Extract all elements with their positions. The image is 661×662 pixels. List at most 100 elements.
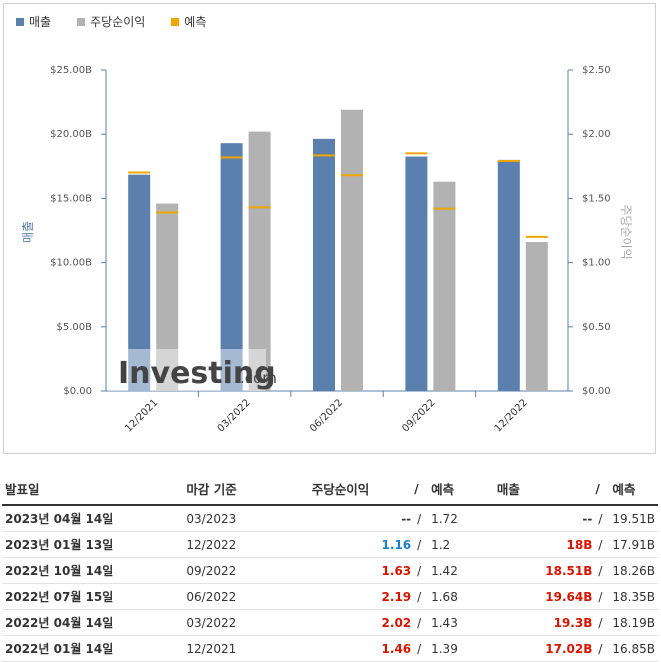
left-tick-label: $10.00B: [50, 258, 92, 269]
right-tick-label: $1.50: [582, 193, 611, 204]
revenue-bar: [220, 143, 243, 391]
table-row[interactable]: 2022년 07월 15일 06/2022 2.19/1.68 19.64B/18.3…: [2, 583, 658, 610]
left-tick-label: $0.00: [63, 386, 92, 397]
eps-bar: [156, 203, 179, 391]
cell-period: 03/2023: [183, 505, 309, 532]
cell-slash: /: [414, 609, 429, 636]
x-tick-label: 03/2022: [216, 397, 253, 434]
right-tick-label: $0.50: [582, 322, 611, 333]
x-tick-label: 06/2022: [308, 397, 345, 434]
legend-item-forecast[interactable]: 예측: [171, 13, 206, 30]
cell-slash: /: [414, 557, 429, 584]
cell-revenue: --: [493, 505, 596, 532]
cell-eps: 1.63: [308, 557, 415, 584]
eps-bar: [248, 131, 271, 391]
cell-eps-forecast: 1.72: [428, 505, 494, 532]
cell-revenue-forecast: 18.26B: [609, 557, 658, 584]
legend-label-forecast: 예측: [184, 15, 207, 29]
cell-date: 2023년 01월 13일: [2, 531, 184, 558]
cell-date: 2022년 07월 15일: [2, 583, 184, 610]
cell-revenue: 17.02B: [493, 635, 596, 662]
right-tick-label: $2.00: [582, 129, 611, 140]
cell-eps-forecast: 1.2: [428, 531, 494, 558]
cell-period: 12/2022: [183, 531, 309, 558]
cell-eps-forecast: 1.43: [428, 609, 494, 636]
cell-date: 2022년 10월 14일: [2, 557, 184, 584]
cell-eps-forecast: 1.39: [428, 635, 494, 662]
header-revenue[interactable]: 매출: [493, 474, 596, 506]
cell-revenue-forecast: 18.19B: [609, 609, 658, 636]
header-revenue-forecast[interactable]: 예측: [609, 474, 658, 506]
watermark-brand: Investing: [118, 356, 276, 391]
x-tick-label: 12/2022: [493, 397, 530, 434]
header-eps-forecast[interactable]: 예측: [428, 474, 494, 506]
header-period[interactable]: 마감 기준: [183, 474, 309, 506]
right-tick-label: $1.00: [582, 258, 611, 269]
table-row[interactable]: 2023년 01월 13일 12/2022 1.16/1.2 18B/17.91B: [2, 531, 658, 558]
cell-date: 2022년 01월 14일: [2, 635, 184, 662]
table-row[interactable]: 2022년 10월 14일 09/2022 1.63/1.42 18.51B/18.2…: [2, 557, 658, 584]
cell-eps-forecast: 1.42: [428, 557, 494, 584]
cell-slash: /: [595, 583, 610, 610]
cell-eps-forecast: 1.68: [428, 583, 494, 610]
cell-slash: /: [414, 505, 429, 532]
legend-item-revenue[interactable]: 매출: [16, 13, 51, 30]
x-tick-label: 09/2022: [400, 397, 437, 434]
cell-date: 2023년 04월 14일: [2, 505, 184, 532]
cell-slash: /: [414, 531, 429, 558]
earnings-table: 발표일 마감 기준 주당순이익 / 예측 매출 / 예측 2023년 04월 1…: [2, 474, 658, 662]
cell-eps: --: [308, 505, 415, 532]
cell-date: 2022년 04월 14일: [2, 609, 184, 636]
legend-label-revenue: 매출: [29, 15, 52, 29]
eps-bar: [341, 109, 363, 391]
table-row[interactable]: 2023년 04월 14일 03/2023 --/1.72 --/19.51B: [2, 505, 658, 532]
right-tick-label: $0.00: [582, 386, 611, 397]
header-slash: /: [414, 474, 429, 506]
table-row[interactable]: 2022년 01월 14일 12/2021 1.46/1.39 17.02B/16.8…: [2, 635, 658, 662]
cell-slash: /: [414, 583, 429, 610]
cell-eps: 1.46: [308, 635, 415, 662]
table-body: 2023년 04월 14일 03/2023 --/1.72 --/19.51B 2023…: [2, 505, 658, 662]
revenue-bar: [405, 156, 428, 391]
watermark-suffix: .com: [240, 369, 277, 387]
legend-swatch-forecast: [171, 17, 180, 26]
header-eps[interactable]: 주당순이익: [308, 474, 415, 506]
cell-slash: /: [595, 557, 610, 584]
revenue-bar: [128, 174, 151, 391]
cell-revenue: 19.64B: [493, 583, 596, 610]
earnings-chart: $0.00 $5.00B $10.00B $15.00B $20.00B $25.00B $…: [21, 65, 633, 434]
left-tick-label: $25.00B: [50, 65, 92, 76]
cell-slash: /: [595, 635, 610, 662]
watermark-backdrop: [108, 349, 266, 391]
header-slash-2: /: [595, 474, 610, 506]
legend-swatch-eps: [77, 17, 86, 26]
header-date[interactable]: 발표일: [2, 474, 184, 506]
left-axis-title: 매출: [21, 221, 35, 243]
table-row[interactable]: 2022년 04월 14일 03/2022 2.02/1.43 19.3B/18.19…: [2, 609, 658, 636]
legend-item-eps[interactable]: 주당순이익: [77, 13, 145, 30]
chart-legend: 매출 주당순이익 예측: [16, 13, 232, 30]
table-header-row: 발표일 마감 기준 주당순이익 / 예측 매출 / 예측: [2, 474, 658, 506]
cell-revenue-forecast: 16.85B: [609, 635, 658, 662]
cell-slash: /: [595, 609, 610, 636]
cell-period: 06/2022: [183, 583, 309, 610]
legend-label-eps: 주당순이익: [90, 15, 146, 29]
cell-slash: /: [595, 505, 610, 532]
right-tick-label: $2.50: [582, 65, 611, 76]
cell-slash: /: [595, 531, 610, 558]
eps-bar: [433, 181, 456, 391]
left-tick-label: $20.00B: [50, 129, 92, 140]
cell-eps: 2.19: [308, 583, 415, 610]
left-tick-label: $5.00B: [57, 322, 93, 333]
right-axis-title: 주당순이익: [619, 204, 633, 259]
left-tick-label: $15.00B: [50, 193, 92, 204]
revenue-bar: [313, 138, 335, 391]
cell-slash: /: [414, 635, 429, 662]
cell-revenue: 18B: [493, 531, 596, 558]
cell-revenue-forecast: 19.51B: [609, 505, 658, 532]
cell-revenue: 19.3B: [493, 609, 596, 636]
revenue-bar: [497, 159, 520, 391]
cell-period: 12/2021: [183, 635, 309, 662]
cell-eps: 2.02: [308, 609, 415, 636]
x-tick-label: 12/2021: [123, 397, 160, 434]
